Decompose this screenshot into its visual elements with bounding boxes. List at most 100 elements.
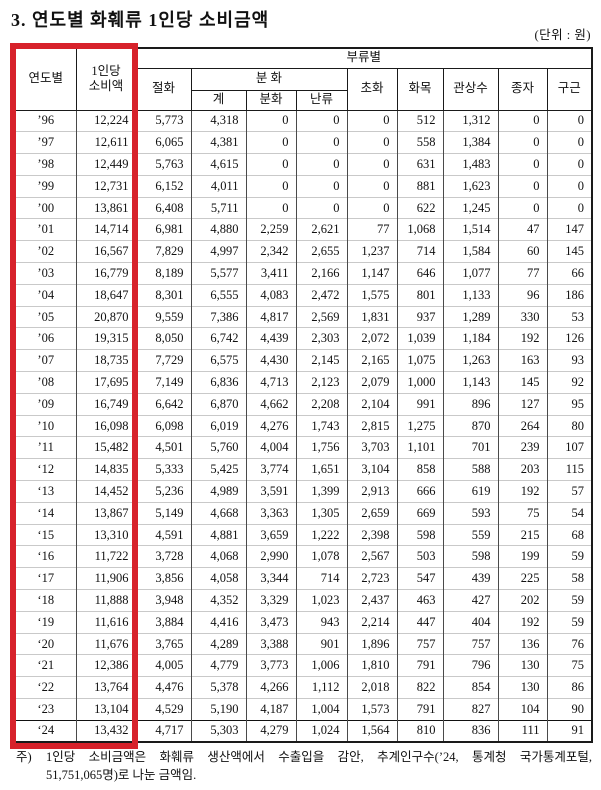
value-cell: 4,501 — [135, 436, 191, 459]
table-row: ’05 20,870 9,559 7,386 4,817 2,569 1,831 937 1,2… — [14, 305, 593, 328]
table-row: ‘21 12,386 4,005 4,779 3,773 1,006 1,810 791 796… — [14, 654, 593, 677]
value-cell: 4,068 — [190, 545, 246, 568]
value-cell: 199 — [497, 545, 547, 568]
table-row: ‘23 13,104 4,529 5,190 4,187 1,004 1,573 791 827… — [14, 698, 593, 721]
value-cell: 93 — [546, 349, 593, 372]
value-cell: 1,584 — [442, 240, 498, 263]
value-cell: 631 — [396, 153, 443, 176]
footnote-line1: 1인당 소비금액은 화훼류 생산액에서 수출입을 감안, 추계인구수(’24, … — [46, 750, 592, 764]
header-herbaceous: 초화 — [346, 67, 398, 111]
value-cell: 17,695 — [75, 371, 136, 394]
value-cell: 11,722 — [75, 545, 136, 568]
year-cell: ‘17 — [14, 567, 76, 590]
year-cell: ‘23 — [14, 698, 76, 721]
value-cell: 13,764 — [75, 676, 136, 699]
value-cell: 3,948 — [135, 589, 191, 612]
value-cell: 59 — [546, 589, 593, 612]
value-cell: 1,810 — [346, 654, 397, 677]
value-cell: 1,275 — [396, 414, 443, 437]
value-cell: 13,104 — [75, 698, 136, 721]
value-cell: 86 — [546, 676, 593, 699]
year-cell: ’01 — [14, 218, 76, 241]
value-cell: 3,765 — [135, 632, 191, 655]
value-cell: 1,245 — [442, 196, 498, 219]
value-cell: 757 — [442, 632, 498, 655]
value-cell: 3,388 — [245, 632, 296, 655]
value-cell: 4,817 — [245, 305, 296, 328]
value-cell: 107 — [546, 436, 593, 459]
value-cell: 2,072 — [346, 327, 397, 350]
header-cut-flowers: 절화 — [135, 67, 192, 111]
table-row: ’09 16,749 6,642 6,870 4,662 2,208 2,104 991 896… — [14, 392, 593, 416]
year-cell: ‘21 — [14, 654, 76, 677]
year-cell: ‘13 — [14, 480, 76, 503]
value-cell: 4,779 — [190, 654, 246, 677]
value-cell: 14,452 — [75, 480, 136, 503]
year-cell: ‘14 — [14, 501, 76, 525]
value-cell: 447 — [396, 610, 443, 634]
value-cell: 19,315 — [75, 327, 136, 350]
value-cell: 1,305 — [295, 501, 347, 525]
value-cell: 2,569 — [295, 305, 347, 328]
value-cell: 2,437 — [346, 589, 397, 612]
value-cell: 3,411 — [245, 262, 296, 285]
value-cell: 1,077 — [442, 262, 498, 285]
value-cell: 14,835 — [75, 458, 136, 481]
value-cell: 801 — [396, 283, 443, 307]
value-cell: 1,112 — [295, 676, 347, 699]
value-cell: 2,567 — [346, 545, 397, 568]
value-cell: 8,050 — [135, 327, 191, 350]
value-cell: 9,559 — [135, 305, 191, 328]
value-cell: 822 — [396, 676, 443, 699]
value-cell: 4,591 — [135, 523, 191, 546]
value-cell: 1,078 — [295, 545, 347, 568]
consumption-table: 연도별 1인당 소비액 부류별 절화 분 화 초화 화목 관상수 종자 구근 계… — [14, 47, 594, 744]
value-cell: 1,024 — [295, 719, 347, 743]
value-cell: 104 — [497, 698, 547, 721]
value-cell: 54 — [546, 501, 593, 525]
value-cell: 0 — [346, 109, 397, 132]
value-cell: 239 — [497, 436, 547, 459]
value-cell: 5,425 — [190, 458, 246, 481]
value-cell: 1,147 — [346, 262, 397, 285]
value-cell: 3,659 — [245, 523, 296, 546]
value-cell: 75 — [497, 501, 547, 525]
value-cell: 5,773 — [135, 109, 191, 132]
value-cell: 130 — [497, 676, 547, 699]
value-cell: 669 — [396, 501, 443, 525]
value-cell: 77 — [346, 218, 397, 241]
value-cell: 2,104 — [346, 392, 397, 416]
footnote-text: 1인당 소비금액은 화훼류 생산액에서 수출입을 감안, 추계인구수(’24, … — [46, 748, 592, 784]
value-cell: 13,867 — [75, 501, 136, 525]
value-cell: 0 — [245, 196, 296, 219]
header-per-capita-line2: 소비액 — [88, 79, 124, 94]
table-header: 연도별 1인당 소비액 부류별 절화 분 화 초화 화목 관상수 종자 구근 계… — [14, 47, 593, 111]
value-cell: 0 — [295, 153, 347, 176]
value-cell: 701 — [442, 436, 498, 459]
table-row: ’02 16,567 7,829 4,997 2,342 2,655 1,237 714 1,5… — [14, 240, 593, 263]
header-per-capita: 1인당 소비액 — [75, 47, 137, 111]
value-cell: 2,342 — [245, 240, 296, 263]
value-cell: 136 — [497, 632, 547, 655]
value-cell: 0 — [497, 131, 547, 154]
value-cell: 47 — [497, 218, 547, 241]
value-cell: 7,729 — [135, 349, 191, 372]
header-potted: 분화 — [245, 89, 297, 111]
value-cell: 1,075 — [396, 349, 443, 372]
value-cell: 4,881 — [190, 523, 246, 546]
table-row: ’03 16,779 8,189 5,577 3,411 2,166 1,147 646 1,0… — [14, 262, 593, 285]
value-cell: 0 — [295, 174, 347, 198]
unit-label: (단위 : 원) — [534, 28, 591, 42]
value-cell: 3,703 — [346, 436, 397, 459]
table-row: ‘16 11,722 3,728 4,068 2,990 1,078 2,567 503 598… — [14, 545, 593, 568]
value-cell: 192 — [497, 610, 547, 634]
value-cell: 827 — [442, 698, 498, 721]
table-row: ’10 16,098 6,098 6,019 4,276 1,743 2,815 1,275 8… — [14, 414, 593, 437]
header-potted-group: 분 화 — [190, 67, 348, 91]
table-row: ’11 15,482 4,501 5,760 4,004 1,756 3,703 1,101 7… — [14, 436, 593, 459]
value-cell: 4,717 — [135, 719, 191, 743]
value-cell: 203 — [497, 458, 547, 481]
header-per-capita-line1: 1인당 — [91, 63, 121, 78]
value-cell: 0 — [497, 153, 547, 176]
value-cell: 2,659 — [346, 501, 397, 525]
